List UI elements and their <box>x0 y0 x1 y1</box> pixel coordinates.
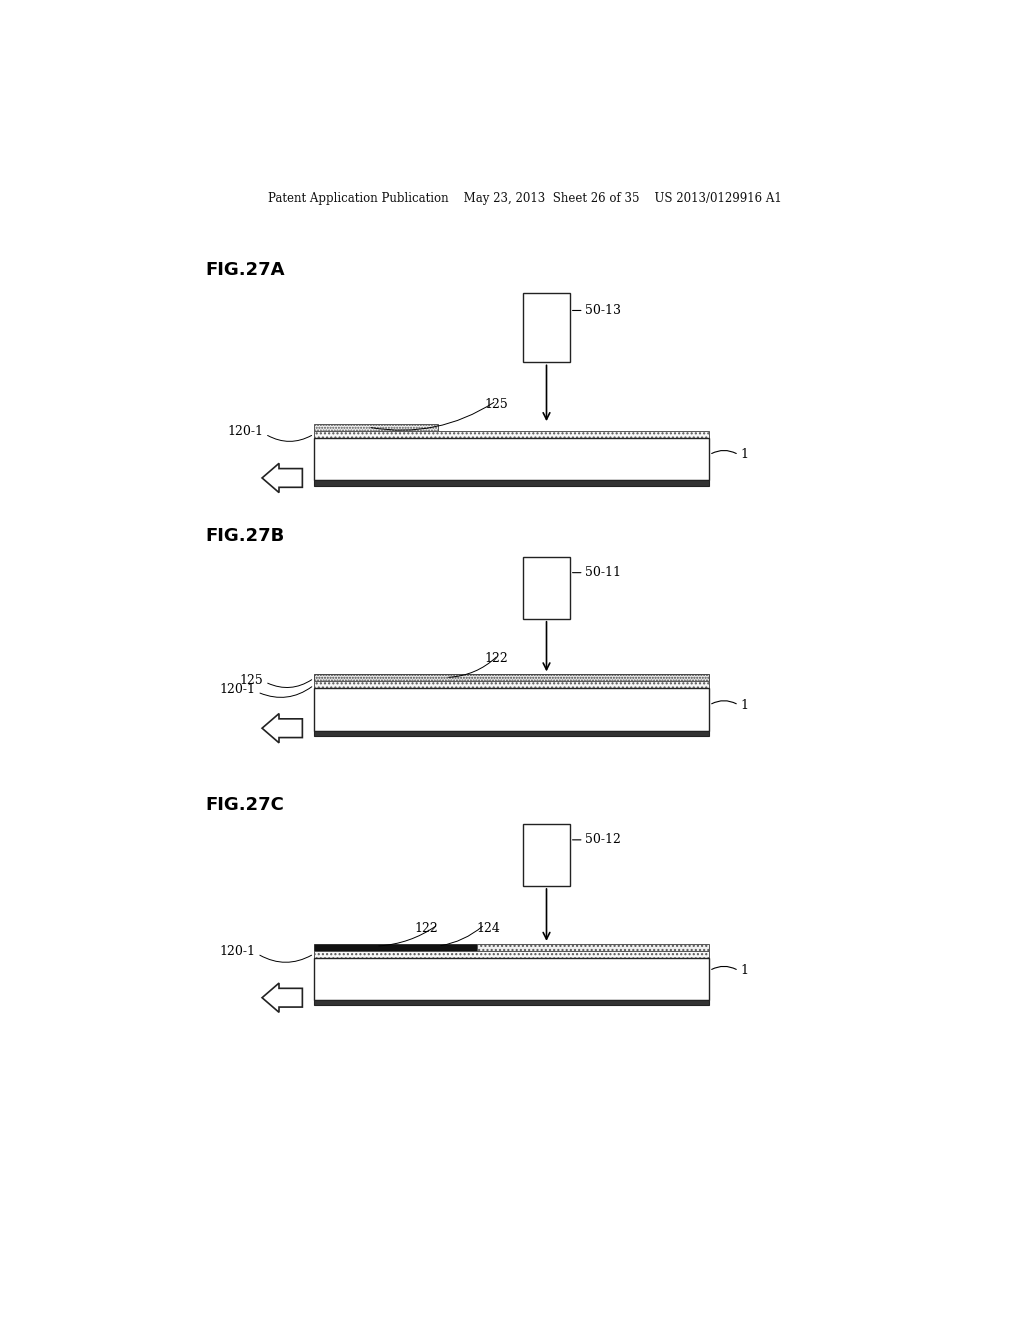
Bar <box>314 424 438 430</box>
Bar <box>314 432 710 438</box>
Text: 122: 122 <box>415 921 438 935</box>
Polygon shape <box>262 714 302 743</box>
Text: FIG.27C: FIG.27C <box>206 796 285 814</box>
Text: 1: 1 <box>740 964 749 977</box>
Bar <box>314 944 477 950</box>
Text: 1: 1 <box>740 698 749 711</box>
Bar <box>314 688 710 730</box>
Bar <box>523 293 569 363</box>
Bar <box>523 557 569 619</box>
Text: 120-1: 120-1 <box>220 684 256 696</box>
Text: 120-1: 120-1 <box>227 425 263 438</box>
Text: 125: 125 <box>240 675 263 686</box>
Bar <box>314 681 710 688</box>
Bar <box>477 944 710 950</box>
Bar <box>523 825 569 886</box>
Bar <box>314 480 710 486</box>
Bar <box>314 958 710 1001</box>
Text: 122: 122 <box>484 652 508 665</box>
Bar <box>314 438 710 480</box>
Bar <box>314 1001 710 1006</box>
Text: 50-12: 50-12 <box>586 833 622 846</box>
Polygon shape <box>262 983 302 1012</box>
Polygon shape <box>262 463 302 492</box>
Text: 120-1: 120-1 <box>220 945 256 958</box>
Text: FIG.27A: FIG.27A <box>206 261 285 279</box>
Bar <box>314 730 710 737</box>
Text: 50-11: 50-11 <box>586 566 622 579</box>
Text: 125: 125 <box>484 399 508 412</box>
Bar <box>314 950 710 958</box>
Text: Patent Application Publication    May 23, 2013  Sheet 26 of 35    US 2013/012991: Patent Application Publication May 23, 2… <box>268 191 781 205</box>
Bar <box>314 675 710 681</box>
Text: 1: 1 <box>740 449 749 462</box>
Text: 50-13: 50-13 <box>586 304 622 317</box>
Text: FIG.27B: FIG.27B <box>206 527 285 545</box>
Text: 124: 124 <box>477 921 501 935</box>
